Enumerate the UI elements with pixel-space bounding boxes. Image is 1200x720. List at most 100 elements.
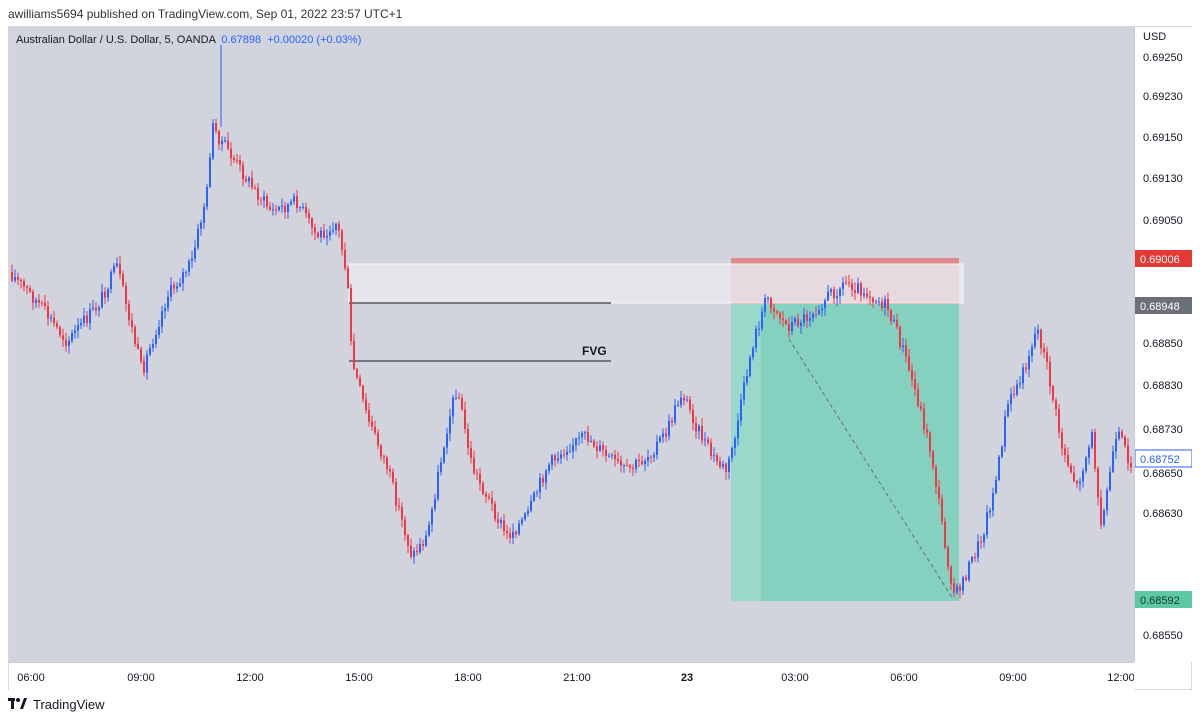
candle [233,155,235,163]
candle [557,451,559,464]
candle [215,118,217,134]
candle [848,274,850,288]
candle [266,193,268,210]
candle [797,313,799,328]
candle [248,176,250,188]
candle [431,506,433,533]
price-tick: 0.68550 [1143,630,1183,642]
candle [212,119,214,161]
candle [731,446,733,463]
candle [143,356,145,377]
candle [1046,346,1048,370]
candle [710,438,712,461]
candle [560,449,562,465]
candle [179,277,181,288]
candle [317,231,319,239]
price-tick: 0.69050 [1143,215,1183,227]
candle [425,530,427,548]
candle [161,305,163,334]
candle [1118,426,1120,441]
svg-text:0.68948: 0.68948 [1140,301,1180,313]
candle [329,225,331,241]
candle [734,435,736,456]
candle [707,436,709,446]
candle [680,390,682,409]
candle [668,414,670,441]
time-label: 15:00 [345,672,373,684]
candle [461,393,463,411]
candle [227,132,229,151]
candle [827,284,829,302]
candle [566,445,568,461]
svg-text:0.68752: 0.68752 [1140,454,1180,466]
candle [635,457,637,474]
candle [788,317,790,338]
candle [395,478,397,512]
candle [752,345,754,361]
candle [188,258,190,277]
candle [1115,431,1117,459]
candle [629,464,631,473]
candle [467,423,469,456]
candle [1025,362,1027,374]
candle [980,535,982,549]
chart-pane[interactable]: FVG [9,27,1134,662]
candle [602,441,604,457]
candle [956,583,958,595]
candle [1094,428,1096,472]
candle [719,456,721,470]
candle [176,282,178,293]
candlestick-chart[interactable]: FVG [9,27,1134,662]
candle [311,217,313,236]
candle [986,504,988,539]
candle [446,427,448,455]
candle [1106,487,1108,516]
candle [1010,387,1012,412]
candle [170,277,172,302]
candle [470,441,472,464]
candle [332,222,334,235]
candle [203,203,205,230]
candle [11,264,13,283]
candle [488,493,490,501]
price-scale[interactable]: USD 0.69250 0.69230 0.69150 0.69130 0.69050 0.… [1134,27,1193,662]
candle [1085,456,1087,474]
currency-label: USD [1143,31,1166,43]
candle [839,286,841,304]
candle [407,533,409,554]
symbol-name[interactable]: Australian Dollar / U.S. Dollar, 5, OAND… [16,34,216,46]
candle [149,344,151,357]
candle [878,297,880,306]
candle [749,355,751,378]
candle [479,467,481,491]
candle [224,136,226,143]
candle [401,502,403,528]
price-tick: 0.69130 [1143,173,1183,185]
candle [518,520,520,536]
candle [476,468,478,480]
candle [485,491,487,503]
candle [422,539,424,551]
candle [80,318,82,329]
time-label: 21:00 [563,672,591,684]
time-axis-labels: 06:00 09:00 12:00 15:00 18:00 21:00 23 03:00 06:… [17,672,1135,684]
candle [113,263,115,275]
candle [767,296,769,304]
candle [134,324,136,348]
candle [770,296,772,314]
candle [665,427,667,442]
candle [947,545,949,571]
candle [389,465,391,478]
candle [950,564,952,590]
candle [536,489,538,498]
time-axis[interactable]: 06:00 09:00 12:00 15:00 18:00 21:00 23 03:00 06:… [9,662,1135,690]
candle [833,286,835,304]
take-profit-zone[interactable] [731,304,959,601]
candle [239,154,241,172]
candle [539,473,541,500]
candle [581,431,583,444]
candle [257,183,259,206]
candle [884,295,886,316]
price-scale-axis: USD 0.69250 0.69230 0.69150 0.69130 0.69050 0.… [1134,31,1193,642]
candle [1013,386,1015,399]
